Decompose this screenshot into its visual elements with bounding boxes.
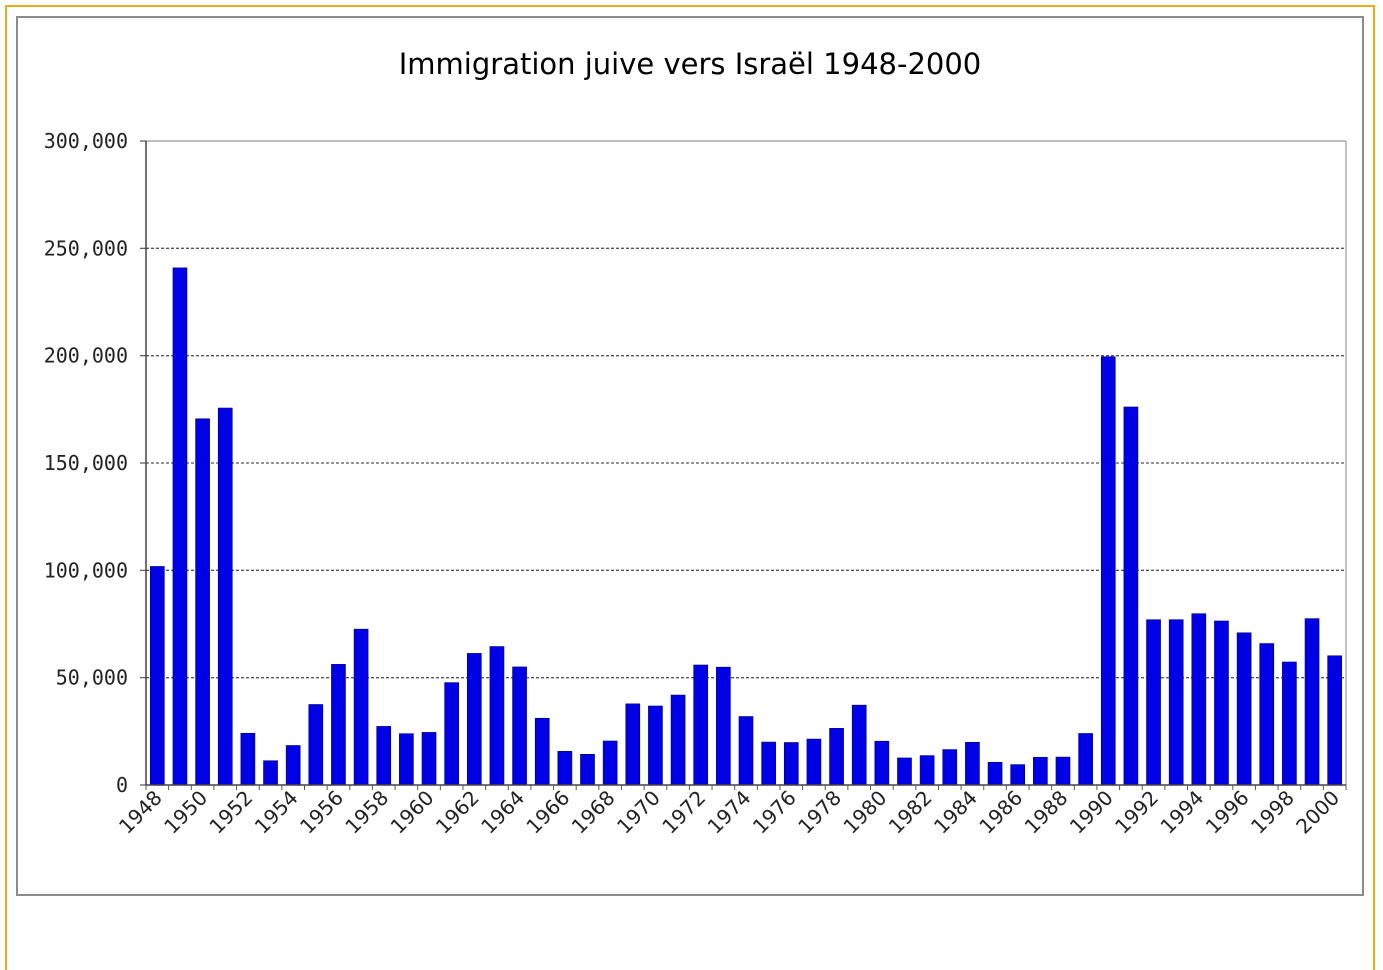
bar-1996 xyxy=(1236,632,1252,786)
x-tick-label: 1958 xyxy=(340,786,393,839)
bar-1983 xyxy=(942,749,958,786)
x-tick-label: 1962 xyxy=(431,786,484,839)
outer-frame xyxy=(5,5,1375,970)
x-tick-label: 1972 xyxy=(657,786,710,839)
x-tick-label: 1992 xyxy=(1110,786,1163,839)
bar-1982 xyxy=(919,755,935,786)
bar-1964 xyxy=(512,666,527,786)
bar-1991 xyxy=(1123,406,1139,786)
bar-1987 xyxy=(1033,757,1048,786)
bars xyxy=(150,267,1342,786)
bar-1997 xyxy=(1259,643,1275,786)
bar-1962 xyxy=(466,653,482,786)
x-tick-label: 1996 xyxy=(1201,786,1254,839)
bar-1978 xyxy=(829,728,844,786)
bar-1954 xyxy=(285,745,301,786)
bar-1973 xyxy=(716,666,731,786)
x-tick-label: 1988 xyxy=(1020,786,1073,839)
x-tick-label: 1990 xyxy=(1065,786,1118,839)
bar-1948 xyxy=(150,566,165,786)
x-tick-label: 1954 xyxy=(250,786,303,839)
bar-1993 xyxy=(1168,619,1184,786)
x-tick-label: 1974 xyxy=(703,786,756,839)
bar-1976 xyxy=(783,742,799,786)
bar-1963 xyxy=(489,646,505,786)
x-tick-label: 1960 xyxy=(386,786,439,839)
bar-1951 xyxy=(217,407,233,786)
bar-1956 xyxy=(331,664,346,786)
y-tick-label: 150,000 xyxy=(44,451,128,475)
bar-1949 xyxy=(172,267,188,786)
x-tick-label: 1968 xyxy=(567,786,620,839)
bar-1974 xyxy=(738,716,754,786)
bar-1981 xyxy=(897,757,912,786)
y-tick-labels: 0 50,000 100,000 150,000 200,000 250,000 300,0… xyxy=(44,129,128,797)
bar-1968 xyxy=(602,740,618,786)
bar-2000 xyxy=(1327,655,1342,786)
x-tick-label: 1984 xyxy=(929,786,982,839)
x-tick-label: 1956 xyxy=(295,786,348,839)
bar-1965 xyxy=(534,717,550,786)
bar-1955 xyxy=(308,704,324,786)
x-tick-label: 1950 xyxy=(159,786,212,839)
x-tick-label: 1966 xyxy=(521,786,574,839)
bar-1985 xyxy=(987,761,1003,786)
bar-1960 xyxy=(421,732,437,786)
bar-1971 xyxy=(670,694,686,786)
bar-1999 xyxy=(1304,618,1320,786)
y-tick-label: 250,000 xyxy=(44,236,128,260)
bar-1972 xyxy=(693,664,709,786)
axes xyxy=(140,140,1347,790)
bar-1988 xyxy=(1055,756,1071,786)
bar-1984 xyxy=(965,741,980,786)
bar-1950 xyxy=(195,418,210,786)
bar-1952 xyxy=(240,732,256,786)
x-tick-label: 1964 xyxy=(476,786,529,839)
bar-1995 xyxy=(1214,620,1229,786)
chart-title: Immigration juive vers Israël 1948-2000 xyxy=(399,47,982,81)
x-tick-label: 1978 xyxy=(793,786,846,839)
y-tick-label: 200,000 xyxy=(44,344,128,368)
bar-1994 xyxy=(1191,613,1207,786)
x-tick-label: 1980 xyxy=(838,786,891,839)
bar-1986 xyxy=(1010,764,1026,786)
bar-1975 xyxy=(761,741,776,786)
bar-1979 xyxy=(851,704,867,786)
bar-1953 xyxy=(263,760,278,786)
gridlines xyxy=(146,247,1346,679)
bar-1957 xyxy=(353,628,369,786)
bar-1958 xyxy=(376,726,392,786)
bar-1990 xyxy=(1100,356,1116,786)
bar-1977 xyxy=(806,738,822,786)
y-tick-label: 50,000 xyxy=(56,666,128,690)
bar-1980 xyxy=(874,740,890,786)
bar-1961 xyxy=(444,682,459,786)
bar-1989 xyxy=(1078,733,1093,786)
x-tick-label: 1998 xyxy=(1246,786,1299,839)
bar-1967 xyxy=(580,754,595,786)
y-tick-label: 100,000 xyxy=(44,558,128,582)
bar-1992 xyxy=(1146,619,1161,786)
x-tick-label: 2000 xyxy=(1291,786,1344,839)
bar-1998 xyxy=(1282,661,1297,786)
x-tick-label: 1952 xyxy=(204,786,257,839)
x-tick-label: 1994 xyxy=(1155,786,1208,839)
x-tick-labels: 1948195019521954195619581960196219641966… xyxy=(114,786,1344,839)
x-tick-label: 1970 xyxy=(612,786,665,839)
y-tick-label: 0 xyxy=(116,773,128,797)
x-tick-label: 1976 xyxy=(748,786,801,839)
bar-1969 xyxy=(625,703,641,786)
bar-1966 xyxy=(557,750,573,786)
bar-1959 xyxy=(399,733,414,786)
x-tick-label: 1982 xyxy=(884,786,937,839)
bar-1970 xyxy=(648,705,663,786)
y-tick-label: 300,000 xyxy=(44,129,128,153)
x-tick-label: 1986 xyxy=(974,786,1027,839)
